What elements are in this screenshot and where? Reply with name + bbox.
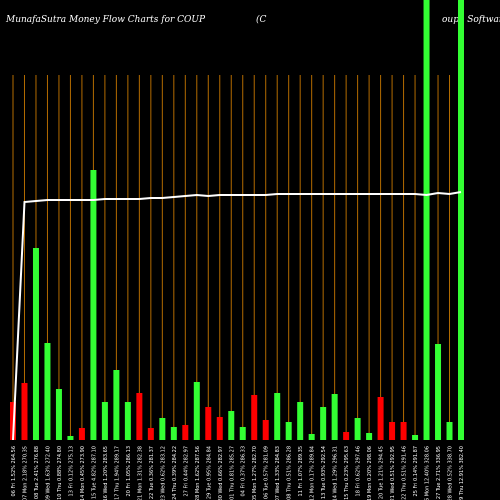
x-tick-label: 22 Tue 0.36% 281.37 [149, 446, 155, 499]
bar [262, 420, 269, 440]
x-tick-label: 16 Wed 1.20% 283.65 [103, 446, 109, 500]
bar [21, 383, 28, 440]
bar [216, 417, 223, 440]
bar [412, 435, 419, 440]
x-tick-label: 18 Fri 0.62% 297.46 [356, 446, 362, 496]
bar [239, 427, 246, 440]
x-tick-label: 08 Tue 2.41% 276.88 [34, 446, 40, 499]
bar [101, 402, 108, 440]
x-tick-label: 01 Thu 0.81% 285.27 [229, 446, 235, 500]
x-tick-label: 21 Wed 0.51% 292.95 [390, 446, 396, 500]
bar [67, 436, 74, 440]
bar [285, 422, 292, 440]
x-tick-label: 25 Fri 0.14% 291.87 [413, 446, 419, 496]
bar [205, 407, 212, 440]
x-tick-label: 06 Tue 0.57% 281.09 [264, 446, 270, 499]
bar [113, 370, 120, 440]
bar [44, 343, 51, 440]
bar [124, 402, 131, 440]
x-tick-label: 09 Wed 1.63% 272.40 [45, 446, 51, 500]
bar [423, 0, 430, 440]
x-tick-label: 29 Tue 0.95% 284.84 [206, 446, 212, 499]
money-flow-line [12, 191, 462, 441]
x-tick-label: 08 Thu 0.51% 286.28 [287, 446, 293, 500]
bar [170, 427, 177, 440]
bar [389, 422, 396, 440]
x-tick-label: 10 Thu 0.88% 274.80 [57, 446, 63, 500]
x-tick-label: 14 Wed 1.29% 296.31 [333, 446, 339, 500]
bar [458, 0, 464, 440]
x-tick-label: 28 Mon 1.62% 287.56 [195, 446, 201, 500]
bar [320, 407, 327, 440]
x-tick-label: 17 Thu 1.94% 289.17 [114, 446, 120, 500]
bar [297, 402, 304, 440]
x-tick-label: 14 Mon 0.45% 273.90 [80, 446, 86, 500]
bar [331, 394, 338, 440]
x-tick-label: 20 Fri 1.05% 286.13 [126, 446, 132, 496]
bar [377, 397, 384, 440]
bar [193, 382, 200, 440]
x-tick-label: 22 Thu 0.51% 291.46 [402, 446, 408, 500]
bar [308, 434, 315, 440]
bar [147, 428, 154, 440]
bar [354, 418, 361, 440]
x-tick-label: 11 Fri 1.07% 289.35 [298, 446, 304, 496]
x-tick-label: 19 Mon 0.20% 298.06 [367, 446, 373, 500]
bar [182, 425, 189, 440]
bar [32, 248, 39, 440]
bar [251, 395, 258, 440]
x-tick-label: 29 Thu 12.91% 382.40 [459, 446, 465, 500]
bar [343, 432, 350, 440]
x-tick-label: 07 Mon 2.18% 270.35 [22, 446, 28, 500]
bar [446, 422, 453, 440]
x-tick-label: 07 Wed 1.33% 284.83 [275, 446, 281, 500]
bar [366, 433, 373, 440]
x-tick-label: 15 Thu 0.23% 295.63 [344, 446, 350, 500]
x-tick-label: 27 Tue 2.71% 336.95 [436, 446, 442, 499]
x-tick-label: 21 Mon 1.31% 282.38 [137, 446, 143, 500]
bar [435, 344, 442, 440]
x-tick-label: 30 Wed 0.66% 282.97 [218, 446, 224, 500]
x-tick-label: 05 Mon 1.27% 282.70 [252, 446, 258, 500]
x-tick-label: 13 Fri 0.12% 275.13 [68, 446, 74, 496]
bar [78, 428, 85, 440]
bar [90, 170, 97, 440]
bar [228, 411, 235, 440]
bar [159, 418, 166, 440]
chart-subtitle: oupa Software [442, 15, 500, 25]
x-tick-label: 28 Wed 0.52% 338.70 [448, 446, 454, 500]
bar [400, 422, 407, 440]
x-tick-label: 26 Mon 12.40% 328.06 [425, 446, 431, 500]
x-tick-label: 27 Fri 0.44% 282.97 [183, 446, 189, 496]
x-tick-label: 23 Wed 0.62% 283.12 [160, 446, 166, 500]
x-tick-label: 06 Fri 1.52% 264.56 [11, 446, 17, 496]
x-tick-label: 24 Thu 0.39% 284.22 [172, 446, 178, 500]
bar [55, 389, 62, 440]
chart-title: MunafaSutra Money Flow Charts for COUP [5, 15, 206, 25]
bar [274, 393, 281, 440]
x-tick-label: 12 Mon 0.17% 289.84 [310, 446, 316, 500]
x-tick-label: 15 Tue 4.82% 287.10 [91, 446, 97, 499]
chart-subtitle: (C [256, 14, 267, 25]
x-tick-label: 13 Tue 0.93% 292.54 [321, 446, 327, 499]
x-tick-label: 04 Fri 0.37% 286.33 [241, 446, 247, 496]
bar [136, 393, 143, 440]
x-tick-label: 20 Tue 1.21% 294.45 [379, 446, 385, 499]
